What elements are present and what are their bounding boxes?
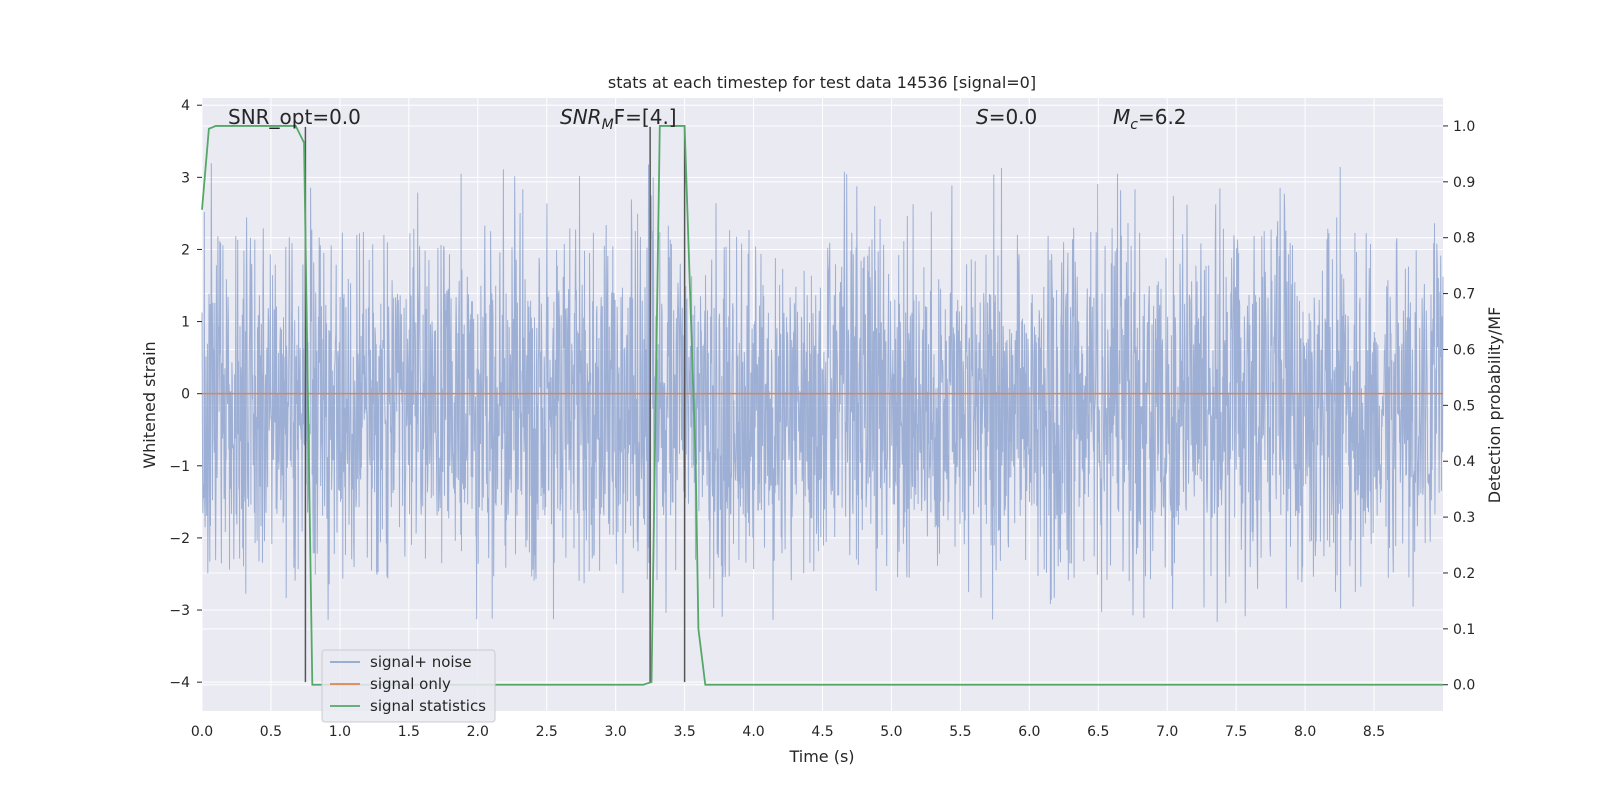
x-tick-label: 5.0 — [880, 724, 902, 740]
x-tick-label: 6.0 — [1018, 724, 1040, 740]
annotation-mc-rest: =6.2 — [1138, 105, 1187, 129]
y-tick-label: 4 — [181, 98, 190, 114]
x-tick-label: 4.0 — [742, 724, 764, 740]
legend-label-signal-statistics: signal statistics — [370, 697, 486, 715]
legend-box — [321, 649, 496, 723]
y-right-tick-label: 0.5 — [1453, 398, 1475, 414]
y-tick-label: −1 — [169, 459, 190, 475]
y-right-tick-label: 0.0 — [1453, 678, 1475, 694]
annotation-snr-mf: SNRMF=[4.] — [560, 105, 677, 133]
chart-title: stats at each timestep for test data 145… — [608, 73, 1036, 92]
y-tick-label: −3 — [169, 603, 190, 619]
y-tick-label: −2 — [169, 531, 190, 547]
y-tick-label: −4 — [169, 675, 190, 691]
x-tick-label: 1.0 — [329, 724, 351, 740]
x-tick-label: 7.5 — [1225, 724, 1247, 740]
annotation-snr-mf-base: SNR — [560, 105, 602, 129]
x-tick-label: 8.5 — [1363, 724, 1385, 740]
legend-label-signal-noise: signal+ noise — [370, 653, 472, 671]
y-right-tick-label: 0.2 — [1453, 566, 1475, 582]
series-signal-noise-line — [201, 163, 1444, 622]
legend-label-signal-only: signal only — [370, 675, 451, 693]
x-axis-title: Time (s) — [788, 747, 854, 766]
x-tick-label: 2.0 — [467, 724, 489, 740]
y-right-tick-label: 0.4 — [1453, 454, 1475, 470]
y-axis-right-title: Detection probability/MF — [1485, 307, 1504, 504]
x-tick-label: 3.0 — [605, 724, 627, 740]
x-tick-label: 0.5 — [260, 724, 282, 740]
y-right-tick-label: 0.1 — [1453, 622, 1475, 638]
y-right-tick-label: 0.3 — [1453, 510, 1475, 526]
tick-labels: 0.0 0.5 1.0 1.5 2.0 2.5 3.0 3.5 4.0 4.5 5.0 5.5 6.0 6… — [169, 98, 1475, 740]
x-tick-label: 6.5 — [1087, 724, 1109, 740]
annotation-mc-base: M — [1113, 105, 1130, 129]
y-right-tick-label: 0.6 — [1453, 342, 1475, 358]
y-right-tick-label: 1.0 — [1453, 119, 1475, 135]
x-tick-label: 0.0 — [191, 724, 213, 740]
x-tick-label: 3.5 — [673, 724, 695, 740]
annotation-mc: Mc=6.2 — [1113, 105, 1187, 133]
annotation-s-rest: =0.0 — [989, 105, 1038, 129]
x-tick-label: 8.0 — [1294, 724, 1316, 740]
signal-noise-series — [201, 163, 1444, 622]
y-right-tick-label: 0.7 — [1453, 287, 1475, 303]
legend: signal+ noise signal only signal statist… — [321, 649, 496, 723]
x-tick-label: 7.0 — [1156, 724, 1178, 740]
annotation-s: S=0.0 — [976, 105, 1037, 129]
x-tick-label: 2.5 — [536, 724, 558, 740]
x-tick-label: 4.5 — [811, 724, 833, 740]
y-tick-label: 2 — [181, 242, 190, 258]
annotation-snr-opt: SNR_opt=0.0 — [228, 105, 361, 129]
annotation-mc-sub: c — [1130, 117, 1138, 133]
y-tick-label: 0 — [181, 387, 190, 403]
y-right-tick-label: 0.9 — [1453, 175, 1475, 191]
x-tick-label: 1.5 — [398, 724, 420, 740]
y-axis-title: Whitened strain — [140, 341, 159, 468]
annotation-snr-mf-sub: M — [602, 117, 614, 133]
annotation-snr-mf-rest: F=[4.] — [614, 105, 677, 129]
annotation-s-var: S — [976, 105, 989, 129]
y-tick-label: 1 — [181, 315, 190, 331]
y-tick-label: 3 — [181, 170, 190, 186]
y-right-tick-label: 0.8 — [1453, 231, 1475, 247]
x-tick-label: 5.5 — [949, 724, 971, 740]
